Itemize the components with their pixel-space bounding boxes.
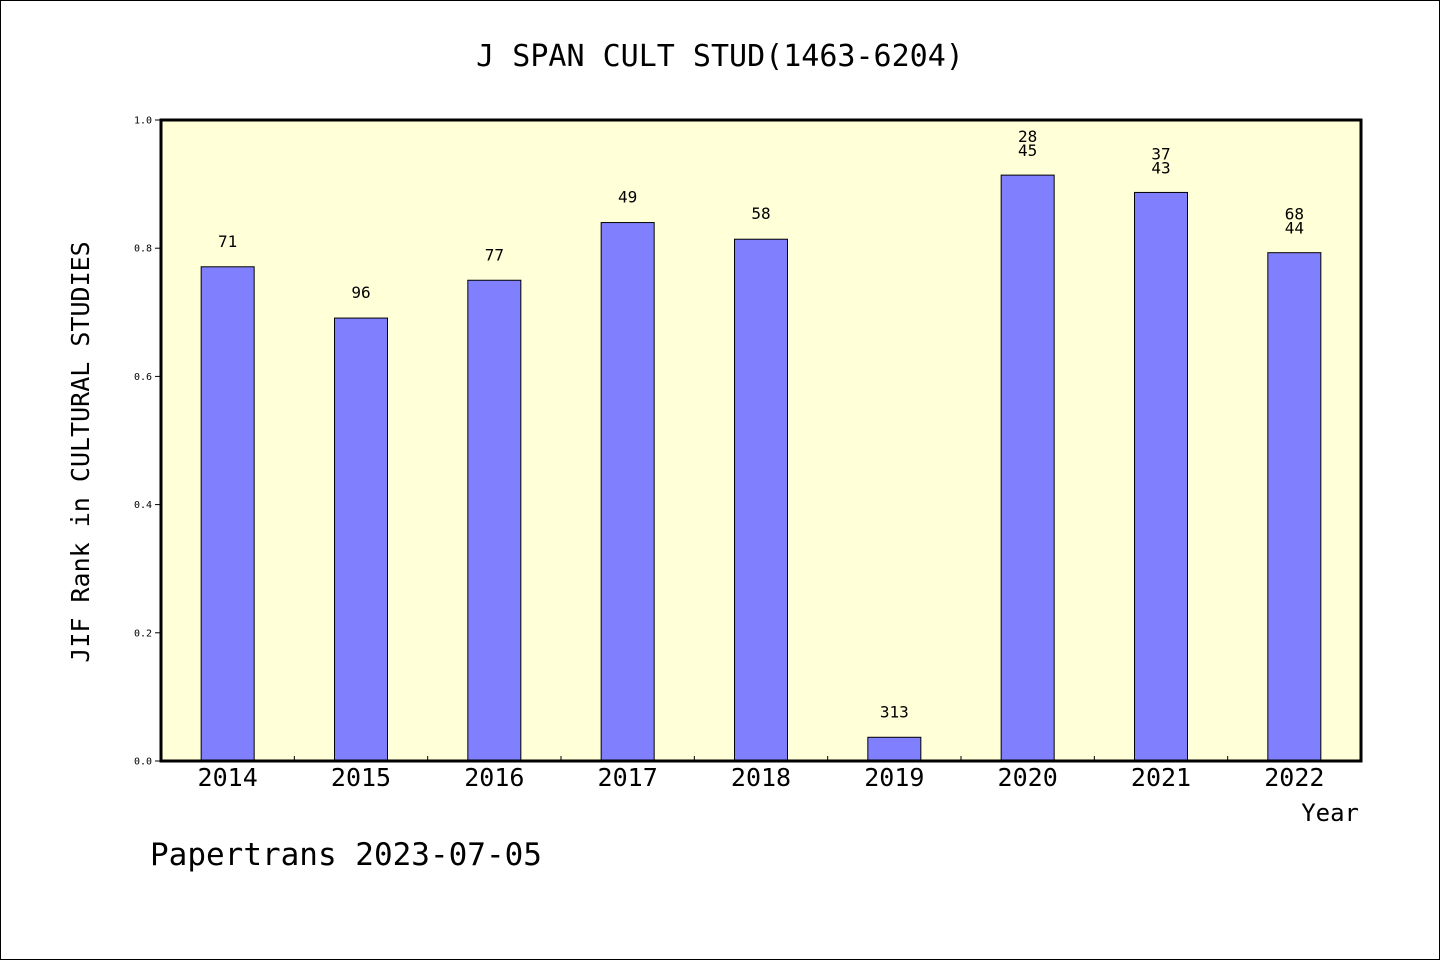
data-label: 313	[880, 702, 909, 721]
bar	[1267, 252, 1322, 762]
y-tick-label: 1.0	[134, 116, 152, 127]
x-axis-label: Year	[1301, 799, 1359, 827]
x-tick-label: 2016	[464, 763, 524, 792]
x-tick-label: 2017	[598, 763, 658, 792]
data-label: 49	[618, 188, 637, 207]
data-label: 45	[1018, 141, 1037, 160]
bar	[867, 736, 922, 762]
x-tick-label: 2015	[331, 763, 391, 792]
y-tick-label: 0.4	[134, 500, 152, 511]
ticks-layer: 0.0 0.2 0.4 0.6 0.8 1.0 2014 2015 2016 2017 2018 20…	[134, 116, 1325, 793]
x-tick-label: 2020	[998, 763, 1058, 792]
y-tick-label: 0.2	[134, 628, 152, 639]
bar	[734, 238, 788, 762]
x-tick-label: 2021	[1131, 763, 1191, 792]
footer-text: Papertrans 2023-07-05	[150, 837, 542, 873]
bar	[200, 266, 255, 762]
data-label: 58	[751, 204, 770, 223]
data-label: 71	[218, 232, 237, 251]
bar	[600, 222, 655, 762]
bar	[1134, 191, 1188, 762]
y-tick-label: 0.6	[134, 372, 152, 383]
data-label: 44	[1285, 219, 1304, 238]
bar	[334, 317, 388, 762]
data-label: 37	[1151, 144, 1170, 163]
plot-frame	[159, 118, 1363, 763]
chart-title: J SPAN CULT STUD(1463-6204)	[476, 39, 964, 74]
data-label: 96	[351, 283, 370, 302]
data-label: 28	[1018, 127, 1037, 146]
y-tick-label: 0.0	[134, 757, 152, 768]
bar	[1000, 174, 1055, 762]
data-label: 77	[485, 245, 504, 264]
x-tick-label: 2022	[1264, 763, 1324, 792]
bar	[467, 279, 522, 762]
x-tick-label: 2018	[731, 763, 791, 792]
data-label: 68	[1285, 205, 1304, 224]
x-tick-label: 2014	[198, 763, 258, 792]
data-label: 43	[1151, 158, 1170, 177]
y-tick-label: 0.8	[134, 244, 152, 255]
y-axis-label: JIF Rank in CULTURAL STUDIES	[66, 241, 95, 662]
x-tick-label: 2019	[864, 763, 924, 792]
